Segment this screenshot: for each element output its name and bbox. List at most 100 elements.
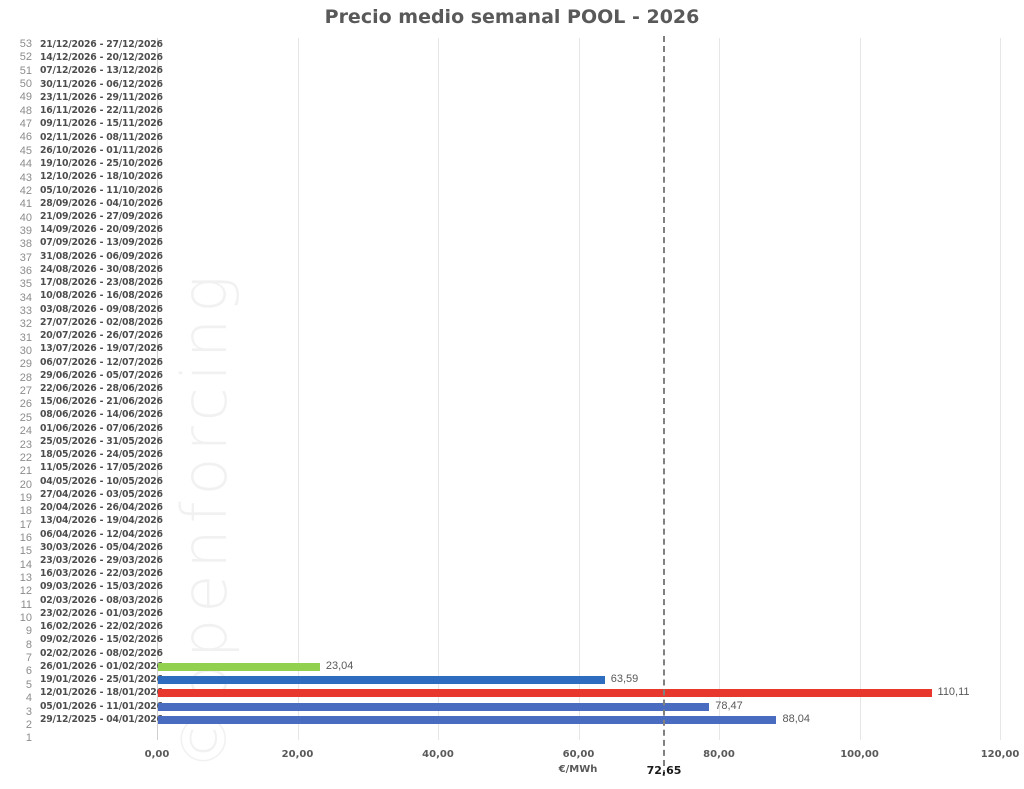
bar-value-label: 23,04	[325, 659, 354, 672]
category-label: 09/11/2026 - 15/11/2026	[40, 118, 163, 130]
category-label: 09/02/2026 - 15/02/2026	[40, 634, 163, 646]
category-label: 31/08/2026 - 06/09/2026	[40, 250, 163, 262]
category-label: 07/12/2026 - 13/12/2026	[40, 65, 163, 77]
row-number: 44	[19, 158, 32, 171]
row-number: 27	[19, 385, 32, 398]
category-label: 12/10/2026 - 18/10/2026	[40, 171, 163, 183]
category-label: 21/12/2026 - 27/12/2026	[40, 39, 163, 50]
row-number: 41	[19, 198, 32, 211]
category-label: 03/08/2026 - 09/08/2026	[40, 303, 163, 315]
category-label: 23/03/2026 - 29/03/2026	[40, 554, 163, 566]
category-label: 04/05/2026 - 10/05/2026	[40, 475, 163, 487]
category-label: 29/12/2025 - 04/01/2026	[40, 713, 163, 725]
category-label: 10/08/2026 - 16/08/2026	[40, 290, 163, 302]
gridline	[578, 38, 580, 740]
category-label: 09/03/2026 - 15/03/2026	[40, 581, 163, 593]
row-number: 40	[19, 211, 32, 224]
gridline	[719, 38, 720, 740]
category-label: 29/06/2026 - 05/07/2026	[40, 369, 163, 381]
row-number: 12	[19, 585, 32, 598]
category-label: 18/05/2026 - 24/05/2026	[40, 449, 163, 461]
category-label: 27/07/2026 - 02/08/2026	[40, 316, 163, 328]
row-number: 23	[19, 438, 32, 451]
category-label: 17/08/2026 - 23/08/2026	[40, 277, 163, 289]
category-label: 16/03/2026 - 22/03/2026	[40, 568, 163, 580]
average-line	[663, 36, 666, 776]
category-label: 05/01/2026 - 11/01/2026	[40, 700, 163, 712]
row-number: 35	[19, 278, 32, 291]
category-label: 02/03/2026 - 08/03/2026	[40, 594, 163, 606]
y-axis-line	[157, 38, 158, 740]
row-number: 49	[19, 91, 32, 104]
row-number: 47	[19, 118, 32, 131]
row-number: 50	[19, 78, 32, 91]
category-label: 06/04/2026 - 12/04/2026	[40, 528, 163, 540]
category-label: 01/06/2026 - 07/06/2026	[40, 422, 163, 434]
row-number: 5	[25, 678, 32, 691]
bar-value-label: 110,11	[937, 686, 970, 699]
row-number: 19	[19, 491, 32, 504]
row-number: 17	[19, 518, 32, 531]
category-label: 11/05/2026 - 17/05/2026	[40, 462, 163, 474]
chart-title: Precio medio semanal POOL - 2026	[324, 6, 700, 28]
category-label: 19/01/2026 - 25/01/2026	[40, 674, 163, 686]
x-tick-label: 60,00	[562, 749, 595, 760]
category-label: 13/07/2026 - 19/07/2026	[40, 343, 163, 355]
bar-value-label: 78,47	[715, 699, 743, 712]
row-number: 53	[19, 38, 32, 50]
category-label: 21/09/2026 - 27/09/2026	[40, 210, 163, 222]
gridline	[297, 38, 299, 740]
row-number: 51	[19, 64, 32, 77]
bar	[158, 702, 710, 711]
average-label: 72,65	[646, 764, 682, 777]
bar	[158, 676, 605, 685]
bar-value-label: 88,04	[782, 712, 810, 725]
row-number: 7	[25, 652, 32, 665]
row-number: 31	[19, 331, 32, 344]
row-number: 8	[25, 638, 32, 651]
category-label: 02/11/2026 - 08/11/2026	[40, 131, 163, 143]
row-number: 20	[19, 478, 32, 491]
row-number: 36	[19, 264, 32, 277]
row-number: 10	[19, 612, 32, 625]
gridline	[1000, 38, 1001, 740]
category-label: 25/05/2026 - 31/05/2026	[40, 435, 163, 447]
row-number: 26	[19, 398, 32, 411]
row-number: 48	[19, 104, 32, 117]
row-number: 37	[19, 251, 32, 264]
category-label: 05/10/2026 - 11/10/2026	[40, 184, 163, 196]
category-label: 30/11/2026 - 06/12/2026	[40, 78, 163, 90]
category-label: 22/06/2026 - 28/06/2026	[40, 382, 163, 394]
row-number: 25	[19, 411, 32, 424]
x-tick-label: 40,00	[422, 749, 454, 760]
row-number: 29	[19, 358, 32, 371]
x-tick-label: 20,00	[281, 749, 314, 760]
row-number: 16	[19, 531, 32, 544]
row-number: 14	[19, 558, 32, 571]
row-number: 1	[25, 732, 32, 745]
category-label: 16/11/2026 - 22/11/2026	[40, 105, 163, 117]
row-number: 2	[25, 718, 32, 731]
row-number: 43	[19, 171, 32, 184]
row-number: 30	[19, 345, 32, 358]
category-label: 06/07/2026 - 12/07/2026	[40, 356, 163, 368]
row-number: 4	[25, 692, 32, 705]
bar	[158, 662, 320, 671]
category-label: 30/03/2026 - 05/04/2026	[40, 541, 163, 553]
row-number: 13	[19, 572, 32, 584]
row-number: 6	[25, 665, 32, 678]
row-number: 39	[19, 224, 32, 237]
row-number: 3	[25, 705, 32, 718]
category-label: 14/09/2026 - 20/09/2026	[40, 224, 163, 236]
row-number: 42	[19, 184, 32, 197]
row-number: 28	[19, 371, 32, 384]
category-label: 08/06/2026 - 14/06/2026	[40, 409, 163, 421]
bar	[158, 689, 932, 698]
category-label: 20/07/2026 - 26/07/2026	[40, 330, 163, 342]
category-label: 16/02/2026 - 22/02/2026	[40, 621, 163, 633]
row-number: 33	[19, 305, 32, 317]
row-number: 15	[19, 545, 32, 558]
category-label: 13/04/2026 - 19/04/2026	[40, 515, 163, 527]
category-label: 26/10/2026 - 01/11/2026	[40, 144, 163, 156]
